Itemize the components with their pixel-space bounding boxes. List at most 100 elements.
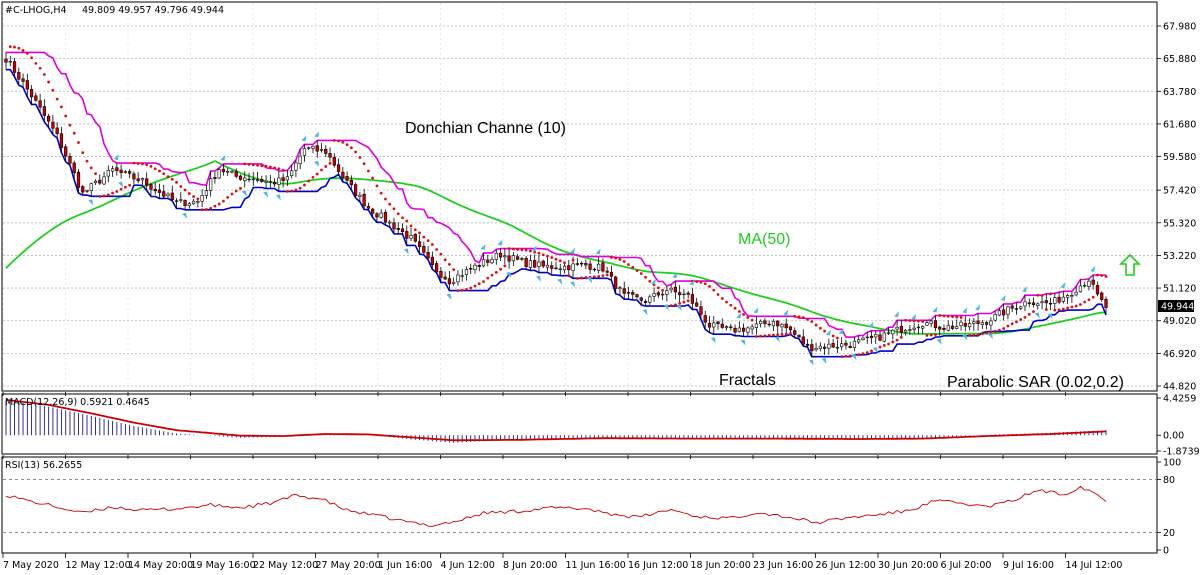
candle-bear [443, 276, 447, 280]
candle-bear [400, 228, 405, 233]
candle-bear [260, 179, 264, 182]
macd-y-tick-label: 0.00 [1163, 431, 1184, 442]
x-tick-label: 23 Jun 16:00 [753, 560, 813, 571]
candle-bear [405, 231, 409, 239]
fractal-up-marker [113, 154, 119, 161]
candle-bear [38, 100, 42, 108]
current-price-tag [1158, 300, 1194, 312]
candle-bull [571, 263, 575, 271]
candle-bull [754, 323, 759, 328]
sar-dot [955, 315, 959, 319]
candle-bull [1036, 303, 1040, 306]
sar-dot [465, 287, 468, 291]
candle-bull [840, 343, 844, 348]
candle-bull [814, 348, 818, 351]
sar-dot [209, 206, 213, 210]
x-tick-label: 18 Jun 20:00 [691, 560, 751, 571]
sar-dot [831, 334, 835, 338]
sar-dot [887, 342, 890, 346]
x-tick-label: 4 Jun 12:00 [441, 560, 495, 571]
candle-bear [707, 322, 712, 328]
sar-dot [17, 46, 21, 50]
sar-dot [550, 256, 554, 259]
sar-dot [610, 256, 613, 259]
sar-dot [985, 331, 989, 335]
candle-bear [1010, 305, 1014, 309]
candle-bear [554, 267, 558, 270]
candle-bull [660, 293, 665, 296]
sar-dot [418, 231, 421, 235]
sar-dot [170, 177, 174, 181]
sar-dot [13, 45, 16, 49]
sar-dot [754, 335, 758, 338]
candle-bear [614, 276, 618, 289]
candle-bear [963, 322, 967, 327]
candle-bear [741, 327, 746, 332]
sar-dot [8, 45, 12, 49]
candle-bull [503, 255, 507, 258]
fractal-up-marker [753, 307, 759, 314]
candle-bear [362, 193, 366, 207]
sar-dot [1040, 294, 1044, 297]
fractal-down-marker [241, 190, 247, 197]
sar-dot [494, 271, 498, 274]
candle-bull [759, 320, 763, 325]
candle-bull [886, 332, 891, 334]
x-tick-label: 6 Jul 20:00 [941, 560, 992, 571]
sar-dot [959, 316, 963, 319]
rsi-y-tick-label: 0 [1163, 546, 1169, 557]
sar-dot [742, 313, 745, 316]
fractal-up-marker [1090, 266, 1096, 273]
candle-bear [498, 252, 503, 258]
x-tick-label: 26 Jun 12:00 [816, 560, 876, 571]
sar-dot [128, 183, 132, 187]
candle-bear [733, 327, 737, 333]
candle-bull [955, 326, 959, 329]
candle-bull [179, 199, 183, 201]
x-tick-label: 7 May 2020 [3, 560, 59, 571]
sar-dot [865, 351, 869, 354]
candle-bear [601, 262, 605, 272]
fractal-up-marker [911, 313, 917, 320]
candle-bear [1057, 296, 1061, 303]
candle-bear [392, 222, 396, 230]
sar-dot [541, 253, 545, 257]
candle-bear [47, 115, 51, 122]
candle-bull [993, 313, 997, 321]
candle-bear [550, 265, 554, 269]
candle-bear [417, 241, 422, 248]
sar-dot [972, 333, 976, 337]
candle-bear [579, 262, 584, 265]
sar-dot [217, 202, 221, 206]
fractal-down-marker [936, 338, 942, 345]
fractal-down-marker [987, 333, 993, 340]
sar-dot [767, 333, 771, 337]
fractal-up-marker [570, 247, 576, 254]
sar-dot [119, 187, 123, 191]
candle-bear [315, 145, 319, 152]
candle-bull [865, 336, 869, 339]
sar-dot [1079, 303, 1082, 306]
x-tick-label: 12 May 12:00 [66, 560, 131, 571]
sar-dot [367, 169, 370, 173]
x-tick-label: 16 Jun 12:00 [628, 560, 688, 571]
sar-dot [482, 280, 485, 283]
fractal-up-marker [497, 239, 503, 246]
candle-bear [639, 297, 643, 301]
fractal-down-marker [182, 212, 188, 219]
fractal-down-marker [118, 181, 124, 188]
current-price-value: 49.944 [1161, 302, 1194, 313]
candle-bull [89, 183, 93, 192]
fractal-layer [88, 131, 1096, 366]
sar-dot [89, 166, 93, 170]
sar-dot [938, 314, 942, 317]
macd-signal-line [5, 399, 1107, 442]
sar-dot [699, 280, 703, 284]
candle-bull [925, 322, 929, 326]
sar-dot [136, 162, 140, 165]
sar-dot [708, 285, 711, 288]
sar-dot [1053, 308, 1057, 312]
candle-bull [1087, 280, 1091, 287]
x-tick-label: 22 May 12:00 [253, 560, 318, 571]
sar-dot [575, 276, 579, 280]
